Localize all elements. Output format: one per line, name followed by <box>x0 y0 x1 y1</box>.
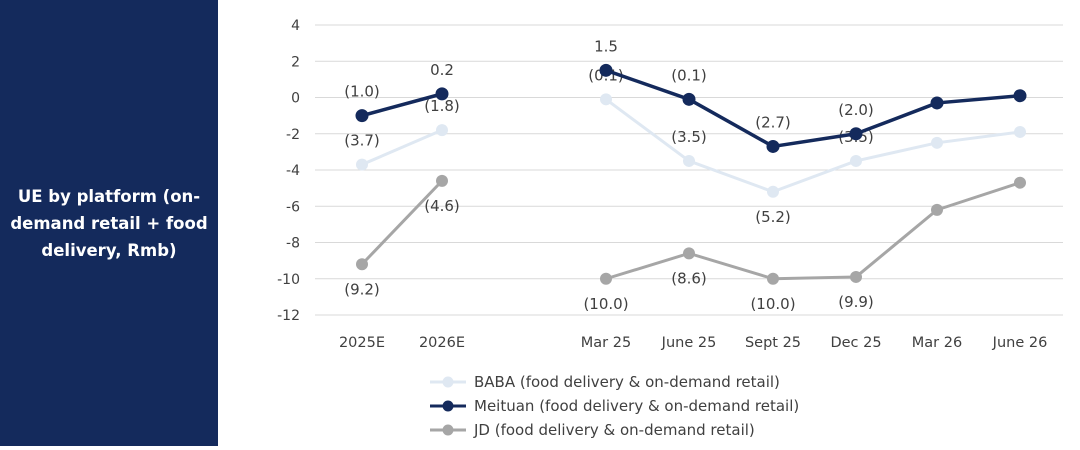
data-point <box>356 158 368 171</box>
line-chart: 4 2 0 -2 -4 -6 -8 -10 -12 2025E 2026E Mar 25 June 25… <box>277 18 1063 439</box>
y-tick-label: -10 <box>277 272 300 288</box>
data-point <box>355 109 369 123</box>
x-tick-label: Mar 25 <box>581 335 631 351</box>
y-tick-label: 0 <box>291 91 300 107</box>
data-label: (2.7) <box>755 113 791 131</box>
y-tick-label: -6 <box>286 199 300 215</box>
data-point <box>435 87 449 101</box>
x-tick-label: Mar 26 <box>912 335 962 351</box>
data-label: (1.8) <box>424 97 460 115</box>
series-line <box>605 98 1021 194</box>
side-title: UE by platform (on-demand retail + food … <box>10 186 208 260</box>
y-tick-label: 2 <box>291 54 300 70</box>
data-point <box>931 136 943 149</box>
x-tick-label: June 26 <box>992 335 1048 351</box>
data-label: (0.1) <box>671 66 707 84</box>
data-point <box>850 154 862 167</box>
data-label: (8.6) <box>671 269 707 287</box>
x-tick-label: 2025E <box>339 335 385 351</box>
data-point <box>930 96 944 110</box>
legend-marker <box>442 376 454 388</box>
chart-frame: 4 2 0 -2 -4 -6 -8 -10 -12 2025E 2026E Mar 25 June 25… <box>220 0 1080 446</box>
series-line <box>361 128 443 166</box>
y-tick-label: -12 <box>277 308 300 324</box>
data-point <box>600 93 612 106</box>
data-label: 1.5 <box>594 37 618 55</box>
data-label: (9.9) <box>838 293 874 311</box>
data-label: (10.0) <box>750 295 795 313</box>
series-line <box>360 179 444 266</box>
legend-marker <box>442 400 454 412</box>
y-tick-label: -2 <box>286 127 300 143</box>
data-point <box>1013 89 1027 103</box>
x-tick-label: 2026E <box>419 335 465 351</box>
data-label: (4.6) <box>424 197 460 215</box>
data-point <box>1014 125 1026 138</box>
data-label: (2.0) <box>838 101 874 119</box>
series-line <box>361 92 443 118</box>
data-point <box>850 270 862 283</box>
y-tick-label: -8 <box>286 236 300 252</box>
data-point <box>849 127 863 141</box>
series-line <box>605 181 1021 281</box>
data-point <box>436 174 448 187</box>
data-label: (3.5) <box>671 128 707 146</box>
data-point <box>767 185 779 198</box>
data-label: (9.2) <box>344 280 380 298</box>
data-label: (1.0) <box>344 83 380 101</box>
data-point <box>682 92 696 106</box>
data-point <box>766 139 780 153</box>
x-tick-label: Dec 25 <box>830 335 881 351</box>
data-label: (5.2) <box>755 208 791 226</box>
side-title-panel: UE by platform (on-demand retail + food … <box>0 0 218 446</box>
data-label: 0.2 <box>430 61 454 79</box>
data-point <box>931 203 943 216</box>
y-tick-label: 4 <box>291 18 300 34</box>
legend-marker <box>442 424 454 436</box>
data-point <box>683 154 695 167</box>
x-tick-label: Sept 25 <box>745 335 801 351</box>
series-line <box>605 68 1021 149</box>
legend-label: JD (food delivery & on-demand retail) <box>473 421 755 439</box>
data-point <box>356 258 368 271</box>
data-point <box>767 272 779 285</box>
x-tick-label: June 25 <box>661 335 717 351</box>
legend-label: Meituan (food delivery & on-demand retai… <box>474 397 799 415</box>
data-label: (10.0) <box>583 295 628 313</box>
data-point <box>436 124 448 137</box>
data-point <box>599 63 613 77</box>
legend-label: BABA (food delivery & on-demand retail) <box>474 373 780 391</box>
y-tick-label: -4 <box>286 163 300 179</box>
data-point <box>1014 176 1026 189</box>
data-label: (3.7) <box>344 132 380 150</box>
data-point <box>683 247 695 260</box>
data-point <box>600 272 612 285</box>
